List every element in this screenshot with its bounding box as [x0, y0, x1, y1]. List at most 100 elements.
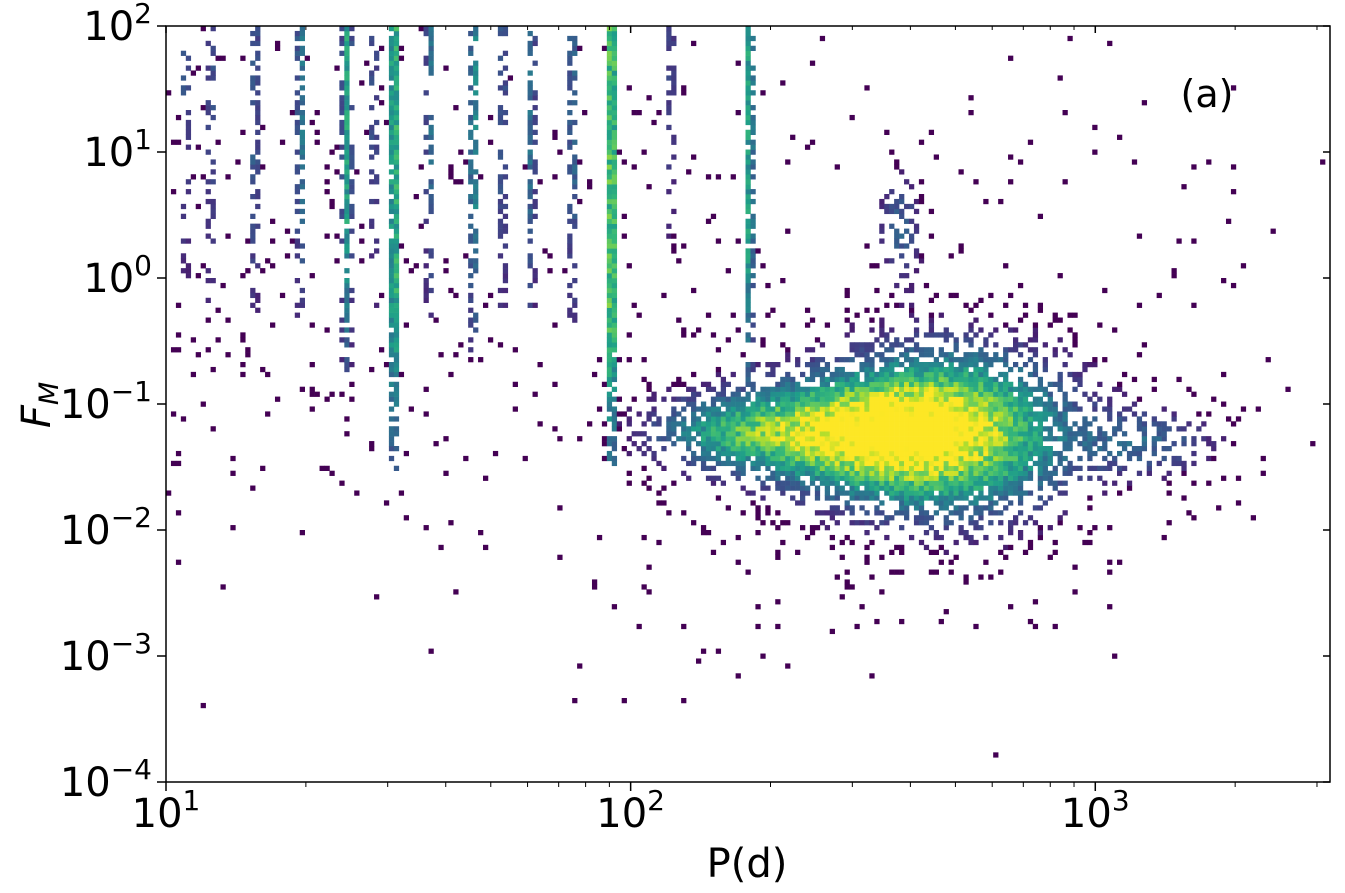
heatmap-cell	[938, 376, 944, 383]
heatmap-cell	[180, 268, 187, 274]
heatmap-cell	[497, 114, 504, 121]
heatmap-cell	[180, 75, 187, 81]
heatmap-cell	[834, 411, 840, 417]
heatmap-cell	[750, 248, 756, 254]
heatmap-cell	[894, 342, 900, 348]
heatmap-cell	[745, 30, 751, 37]
heatmap-cell	[423, 525, 429, 531]
heatmap-cell	[790, 396, 796, 402]
heatmap-cell	[958, 426, 964, 432]
heatmap-cell	[819, 450, 826, 457]
heatmap-cell	[988, 312, 994, 318]
heatmap-cell	[478, 357, 484, 363]
heatmap-cell	[839, 366, 845, 373]
heatmap-cell	[785, 357, 791, 363]
heatmap-cell	[918, 253, 925, 259]
heatmap-cell	[1092, 401, 1098, 407]
heatmap-cell	[809, 317, 816, 323]
heatmap-cell	[388, 60, 395, 66]
heatmap-cell	[938, 505, 944, 511]
heatmap-cell	[938, 490, 944, 496]
heatmap-cell	[800, 450, 806, 457]
heatmap-cell	[814, 421, 821, 427]
heatmap-cell	[210, 26, 216, 32]
heatmap-cell	[210, 105, 216, 111]
heatmap-cell	[587, 179, 593, 185]
heatmap-cell	[983, 396, 989, 402]
heatmap-cell	[913, 327, 920, 333]
heatmap-cell	[626, 450, 632, 457]
heatmap-cell	[983, 406, 989, 412]
heatmap-cell	[557, 554, 563, 560]
heatmap-cell	[943, 441, 949, 447]
heatmap-cell	[468, 282, 474, 289]
heatmap-cell	[745, 287, 751, 294]
heatmap-cell	[695, 441, 702, 447]
heatmap-cell	[1003, 421, 1009, 427]
heatmap-cell	[973, 485, 979, 491]
heatmap-cell	[502, 119, 509, 126]
heatmap-cell	[775, 460, 781, 467]
heatmap-cell	[973, 465, 979, 471]
heatmap-cell	[834, 465, 840, 471]
heatmap-cell	[849, 426, 855, 432]
heatmap-cell	[1027, 470, 1034, 476]
heatmap-cell	[606, 50, 613, 56]
heatmap-cell	[864, 342, 870, 348]
heatmap-cell	[428, 30, 434, 37]
heatmap-cell	[998, 475, 1004, 481]
heatmap-cell	[1206, 159, 1212, 165]
heatmap-cell	[884, 376, 890, 383]
heatmap-cell	[582, 110, 588, 116]
heatmap-cell	[606, 55, 613, 61]
heatmap-cell	[344, 174, 350, 180]
heatmap-cell	[918, 376, 925, 383]
heatmap-cell	[854, 391, 860, 397]
heatmap-cell	[606, 322, 613, 328]
heatmap-cell	[567, 124, 573, 131]
heatmap-cell	[1206, 411, 1212, 417]
heatmap-cell	[745, 139, 751, 145]
heatmap-cell	[1052, 381, 1058, 387]
heatmap-cell	[1017, 396, 1024, 402]
heatmap-cell	[240, 337, 246, 343]
heatmap-cell	[824, 450, 831, 457]
heatmap-cell	[710, 396, 717, 402]
heatmap-cell	[388, 169, 395, 175]
heatmap-cell	[948, 396, 954, 402]
heatmap-cell	[854, 475, 860, 481]
heatmap-cell	[1161, 475, 1167, 481]
heatmap-cell	[918, 480, 925, 486]
heatmap-cell	[453, 589, 459, 595]
heatmap-cell	[943, 485, 949, 491]
heatmap-cell	[869, 490, 875, 496]
heatmap-cell	[641, 534, 647, 541]
heatmap-cell	[993, 510, 999, 516]
heatmap-cell	[710, 475, 717, 481]
heatmap-cell	[527, 159, 533, 165]
heatmap-cell	[943, 416, 949, 422]
heatmap-cell	[1102, 441, 1108, 447]
heatmap-cell	[983, 371, 989, 378]
heatmap-cell	[899, 376, 905, 383]
heatmap-cell	[844, 386, 850, 392]
heatmap-cell	[819, 421, 826, 427]
heatmap-cell	[819, 35, 826, 42]
heatmap-cell	[770, 475, 776, 481]
heatmap-cell	[904, 243, 910, 249]
heatmap-cell	[448, 164, 454, 170]
heatmap-cell	[928, 490, 935, 496]
heatmap-cell	[606, 342, 613, 348]
heatmap-cell	[735, 534, 741, 541]
heatmap-cell	[869, 357, 875, 363]
heatmap-cell	[428, 287, 434, 294]
heatmap-cell	[339, 119, 345, 126]
heatmap-cell	[715, 441, 722, 447]
heatmap-cell	[1107, 401, 1113, 407]
heatmap-cell	[948, 421, 954, 427]
heatmap-cell	[720, 421, 727, 427]
heatmap-cell	[512, 381, 518, 387]
heatmap-cell	[938, 446, 944, 452]
heatmap-cell	[393, 110, 400, 116]
heatmap-cell	[1003, 391, 1009, 397]
